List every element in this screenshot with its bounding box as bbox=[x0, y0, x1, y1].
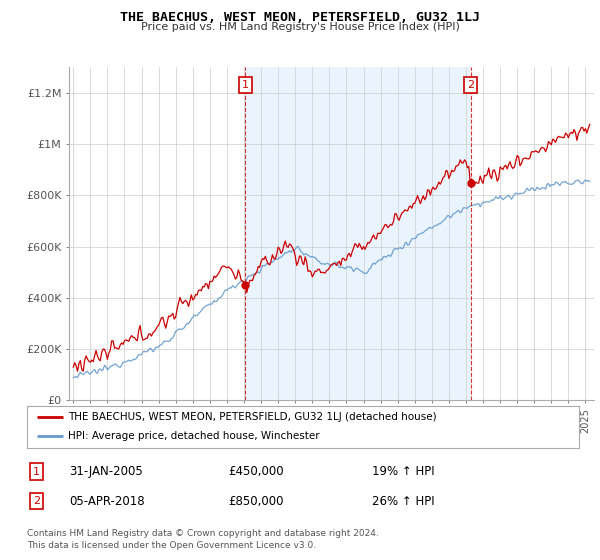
Text: THE BAECHUS, WEST MEON, PETERSFIELD, GU32 1LJ (detached house): THE BAECHUS, WEST MEON, PETERSFIELD, GU3… bbox=[68, 412, 437, 422]
Text: 19% ↑ HPI: 19% ↑ HPI bbox=[372, 465, 434, 478]
Bar bbox=[245, 67, 470, 400]
Text: Contains HM Land Registry data © Crown copyright and database right 2024.
This d: Contains HM Land Registry data © Crown c… bbox=[27, 529, 379, 550]
Text: 31-JAN-2005: 31-JAN-2005 bbox=[69, 465, 143, 478]
Text: 2: 2 bbox=[33, 496, 40, 506]
Text: 1: 1 bbox=[33, 466, 40, 477]
Text: 1: 1 bbox=[242, 80, 249, 90]
Text: 05-APR-2018: 05-APR-2018 bbox=[69, 494, 145, 508]
Text: Price paid vs. HM Land Registry's House Price Index (HPI): Price paid vs. HM Land Registry's House … bbox=[140, 22, 460, 32]
Text: £450,000: £450,000 bbox=[228, 465, 284, 478]
Text: 2: 2 bbox=[467, 80, 474, 90]
Text: £850,000: £850,000 bbox=[228, 494, 284, 508]
Text: HPI: Average price, detached house, Winchester: HPI: Average price, detached house, Winc… bbox=[68, 431, 320, 441]
Text: 26% ↑ HPI: 26% ↑ HPI bbox=[372, 494, 434, 508]
Text: THE BAECHUS, WEST MEON, PETERSFIELD, GU32 1LJ: THE BAECHUS, WEST MEON, PETERSFIELD, GU3… bbox=[120, 11, 480, 24]
